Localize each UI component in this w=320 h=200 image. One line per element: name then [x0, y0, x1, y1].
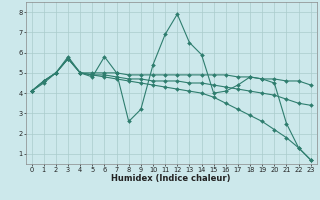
X-axis label: Humidex (Indice chaleur): Humidex (Indice chaleur) — [111, 174, 231, 183]
